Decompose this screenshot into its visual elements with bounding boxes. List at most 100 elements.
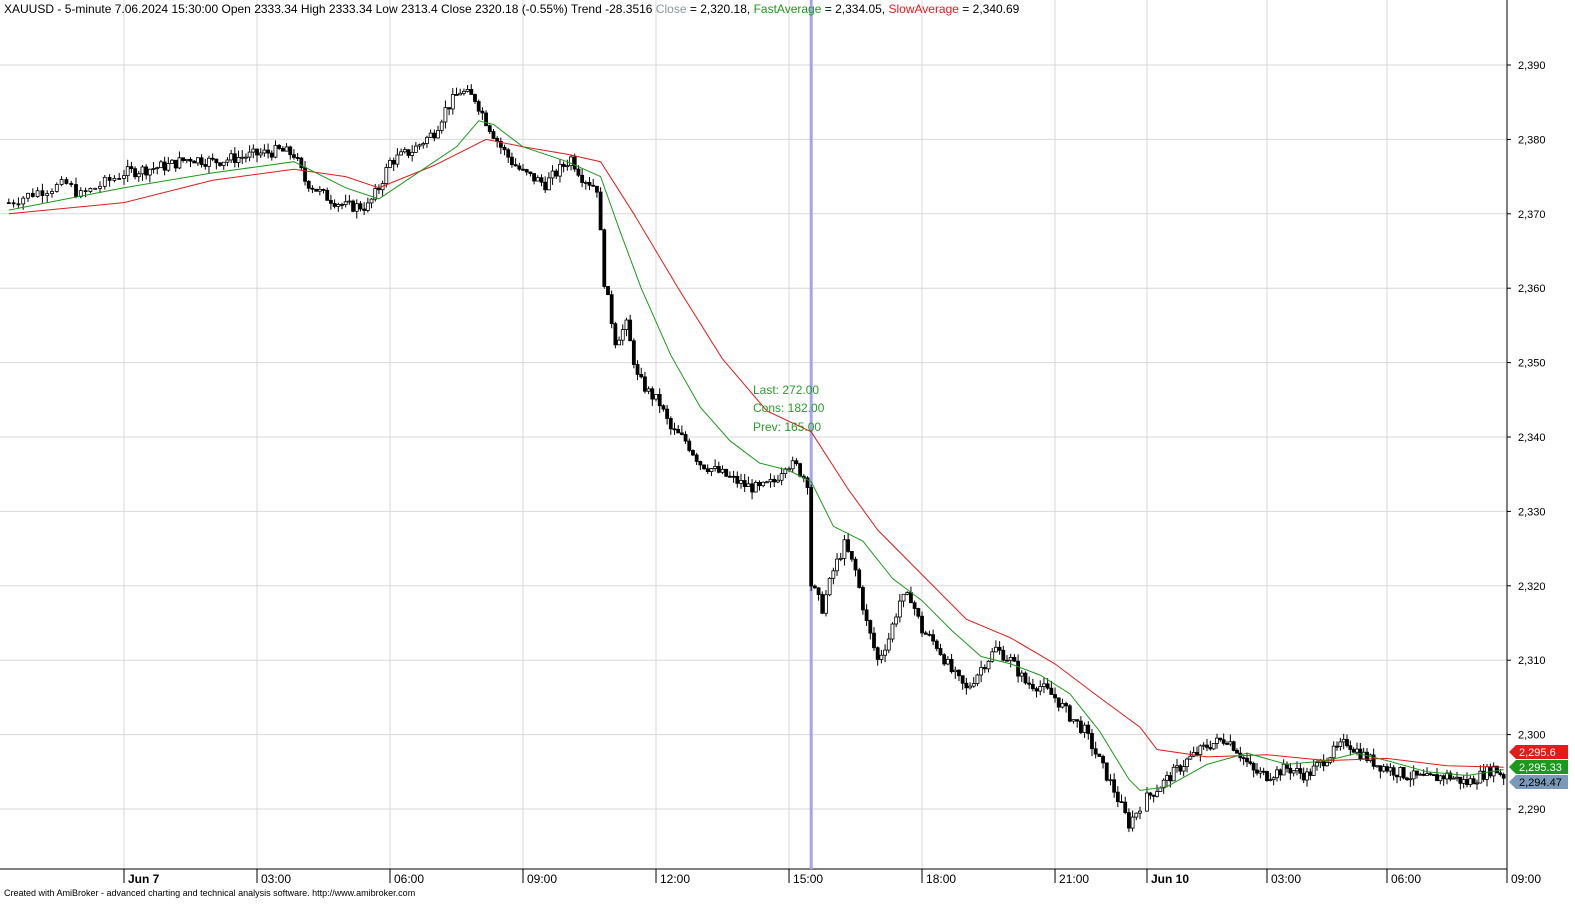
candle-body	[1455, 776, 1459, 779]
candle-body	[236, 156, 241, 163]
candle	[1251, 761, 1256, 778]
candle-body	[1101, 756, 1105, 764]
candle	[16, 197, 21, 209]
candle	[1115, 786, 1120, 808]
candle	[720, 465, 725, 475]
candle-body	[83, 190, 88, 193]
candle-body	[1261, 770, 1266, 773]
candle	[849, 551, 854, 562]
candle-body	[166, 163, 171, 171]
candle-body	[343, 201, 348, 205]
candle	[1053, 687, 1057, 703]
candle	[74, 177, 78, 199]
candle-body	[69, 183, 74, 185]
candle	[510, 152, 514, 168]
candle-body	[1398, 767, 1403, 778]
candle	[1145, 787, 1149, 812]
candle-body	[247, 151, 252, 158]
candle	[447, 107, 452, 116]
candle-body	[1341, 738, 1346, 743]
candle	[454, 87, 459, 96]
candle-body	[1281, 763, 1286, 776]
candle	[750, 479, 754, 500]
candle	[506, 147, 511, 163]
candle	[694, 452, 699, 466]
candle	[203, 158, 208, 170]
candle	[927, 630, 932, 637]
candle	[702, 464, 706, 470]
candle-body	[912, 602, 917, 609]
candle-body	[443, 107, 448, 123]
candle	[643, 371, 647, 394]
candle-body	[425, 136, 429, 144]
candle-body	[1060, 703, 1065, 708]
candle-body	[672, 428, 677, 431]
candle	[351, 199, 355, 213]
candle-body	[986, 660, 991, 670]
candle-body	[687, 440, 692, 451]
candle	[964, 677, 969, 695]
candle	[1148, 791, 1153, 800]
x-tick-label: 21:00	[1059, 872, 1089, 886]
candle	[654, 394, 658, 402]
candle	[665, 404, 669, 425]
candle-body	[1448, 772, 1453, 780]
candle-body	[225, 159, 230, 163]
candle-body	[1134, 812, 1139, 818]
candle-body	[635, 364, 640, 375]
candle-body	[864, 609, 869, 621]
candle	[713, 459, 718, 472]
candle-body	[1251, 763, 1256, 771]
candle-body	[325, 190, 330, 201]
candle	[310, 185, 315, 194]
candle	[399, 148, 403, 156]
candle	[413, 142, 418, 153]
candle	[631, 338, 636, 369]
candle-body	[1198, 745, 1203, 755]
candle-body	[112, 178, 117, 181]
candle-body	[724, 468, 729, 477]
candle	[151, 161, 156, 174]
header-datetime: 7.06.2024 15:30:00	[114, 2, 219, 16]
candle-body	[1119, 801, 1124, 804]
candle	[491, 129, 496, 140]
candle	[790, 456, 795, 473]
header-close-label: Close	[655, 2, 687, 16]
candle-body	[388, 160, 392, 168]
candle-body	[639, 374, 644, 378]
candle	[1108, 774, 1113, 786]
candle	[606, 286, 610, 296]
candle	[602, 228, 607, 289]
candle-body	[1438, 775, 1443, 782]
candle-body	[1311, 765, 1316, 776]
candle	[639, 367, 644, 379]
candle	[561, 161, 566, 173]
candle-body	[1411, 770, 1416, 780]
candle	[26, 192, 30, 202]
candle-body	[1195, 752, 1199, 755]
candle-body	[461, 90, 466, 94]
candle-body	[1078, 720, 1083, 733]
candle	[1391, 765, 1396, 781]
candle	[306, 180, 311, 192]
candle-body	[942, 654, 947, 665]
candle	[901, 593, 906, 608]
candle-body	[1301, 772, 1306, 781]
candle-body	[1391, 767, 1396, 776]
x-tick-label: 03:00	[1271, 872, 1301, 886]
candle-body	[336, 204, 341, 207]
candle	[1027, 676, 1032, 689]
candle	[1271, 776, 1276, 786]
candle	[975, 673, 980, 687]
candle-body	[98, 185, 102, 189]
candle	[772, 475, 777, 488]
candle-body	[288, 146, 293, 156]
candle	[1231, 740, 1236, 752]
candle	[816, 587, 821, 601]
candle-body	[1053, 694, 1057, 699]
candle-layer	[6, 84, 1506, 833]
candle	[195, 157, 200, 166]
candle	[476, 99, 481, 115]
candle-body	[1255, 769, 1259, 774]
